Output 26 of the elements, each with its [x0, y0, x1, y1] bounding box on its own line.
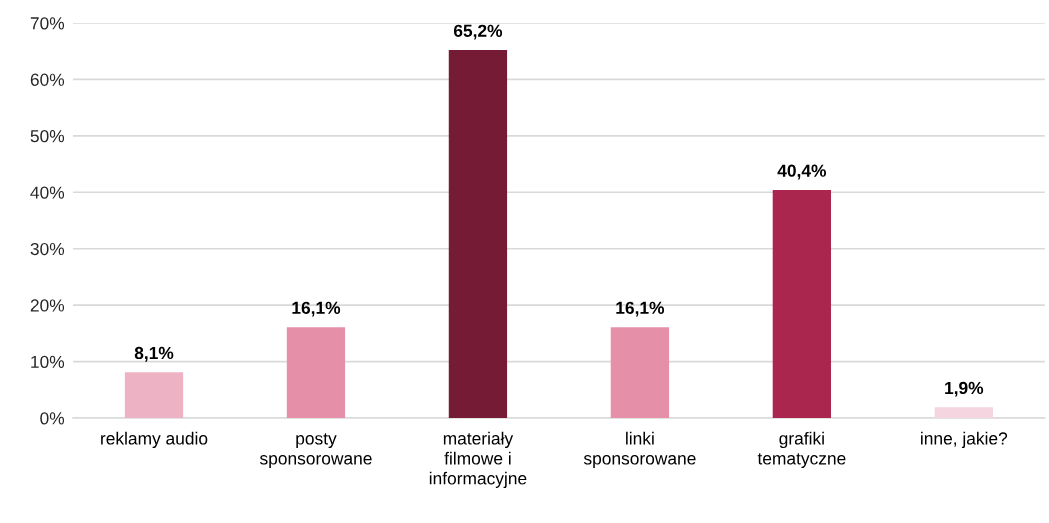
x-tick-label: posty sponsorowane	[259, 433, 372, 469]
y-tick-label: 20%	[30, 299, 65, 312]
x-tick-label: inne, jakie?	[921, 431, 1008, 449]
data-label: 1,9%	[945, 381, 984, 397]
x-tick-label: grafiki tematyczne	[757, 431, 846, 469]
data-label: 40,4%	[777, 164, 827, 180]
y-tick-label: 60%	[30, 73, 65, 86]
bar	[934, 407, 993, 418]
bar	[286, 327, 346, 418]
y-tick-label: 50%	[30, 130, 65, 143]
x-tick-label: linki sponsorowane	[583, 431, 696, 469]
data-label: 16,1%	[616, 301, 665, 317]
y-tick-label: 40%	[30, 186, 65, 199]
y-tick-label: 30%	[30, 242, 65, 256]
y-tick-label: 0%	[40, 412, 65, 425]
x-tick-label: reklamy audio	[101, 431, 208, 449]
bar	[124, 372, 184, 418]
y-tick-label: 10%	[31, 355, 65, 369]
x-tick-label: materiały filmowe i informacyjne	[429, 431, 527, 488]
data-label: 16,1%	[292, 301, 341, 317]
data-label: 65,2%	[453, 24, 503, 40]
bar	[448, 50, 508, 418]
data-label: 8,1%	[134, 346, 174, 362]
bar	[610, 327, 670, 418]
bar	[772, 190, 832, 418]
y-tick-label: 70%	[30, 17, 65, 30]
